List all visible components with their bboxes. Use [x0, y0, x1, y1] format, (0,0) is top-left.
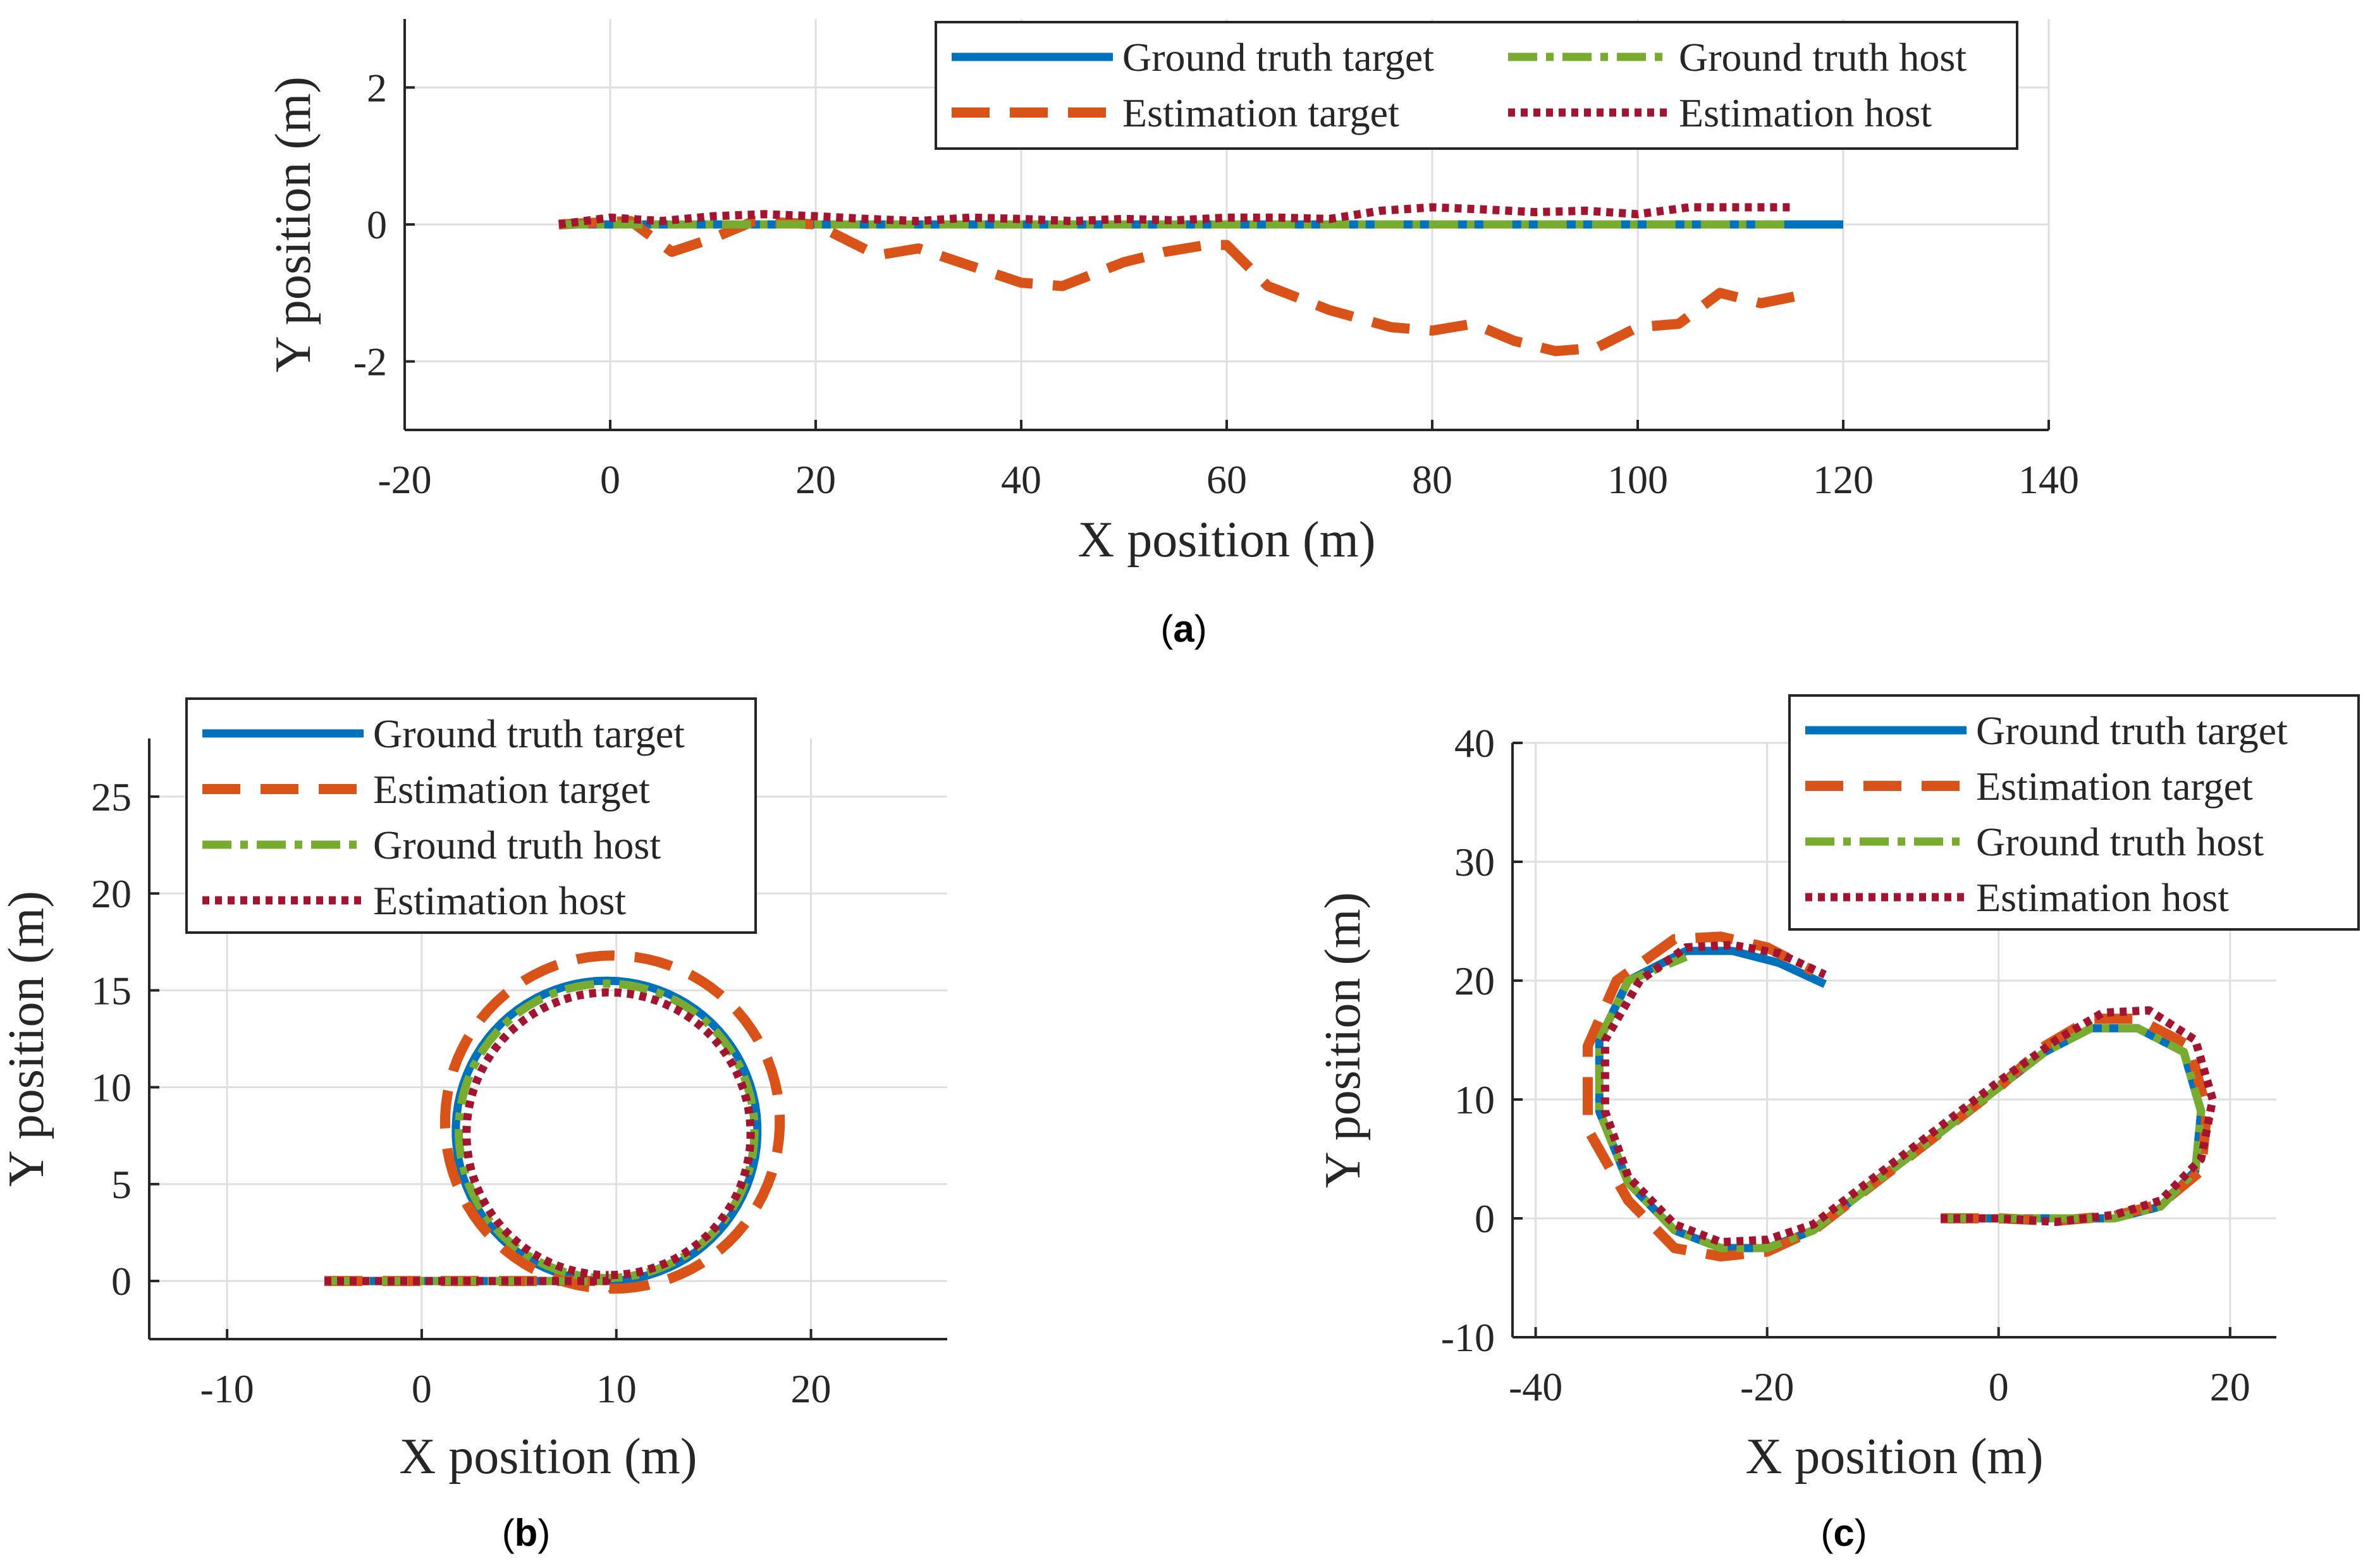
panel-a-legend-label-ground-truth-target: Ground truth target	[1122, 35, 1434, 80]
panel-a-y-tick-label: -2	[353, 340, 387, 384]
panel-a-x-tick-label: 80	[1412, 457, 1452, 502]
caption-b-letter: b	[515, 1512, 538, 1554]
panel-c-y-tick-label: 30	[1454, 840, 1495, 885]
panel-b-x-tick-label: 0	[412, 1366, 432, 1411]
panel-b-y-tick-label: 20	[91, 871, 132, 916]
panel-a-legend-box	[935, 21, 2018, 150]
panel-c-legend-box	[1788, 694, 2360, 931]
panel-c-y-tick-label: 0	[1475, 1196, 1495, 1241]
panel-a-x-tick-label: 0	[600, 457, 620, 502]
panel-b-legend-box	[185, 697, 757, 934]
caption-a-letter: a	[1173, 608, 1194, 650]
panel-b-series-estimation-host	[324, 988, 755, 1285]
caption-b-open: (	[502, 1512, 515, 1554]
panel-b-series-ground-truth-target	[324, 976, 762, 1285]
panel-a-x-tick-label: -20	[377, 457, 431, 502]
panel-a-series-estimation-target	[558, 216, 1813, 357]
panel-a-y-tick-label: 2	[367, 65, 387, 110]
panel-b-y-tick-label: 10	[91, 1065, 132, 1110]
panel-a-series-estimation-host	[558, 203, 1792, 229]
panel-a-x-tick-label: 40	[1001, 457, 1041, 502]
panel-c-x-tick-label: 20	[2210, 1364, 2250, 1409]
panel-c-legend-label-estimation-target: Estimation target	[1976, 764, 2253, 809]
panel-a-x-axis-label: X position (m)	[1077, 512, 1375, 568]
panel-c-data-layer	[1583, 931, 2217, 1262]
panel-b-y-tick-label: 25	[91, 775, 132, 819]
panel-c-y-axis-label: Y position (m)	[1315, 892, 1371, 1188]
panel-a-x-tick-label: 100	[1607, 457, 1668, 502]
panel-b-legend-label-estimation-target: Estimation target	[373, 767, 650, 812]
panel-c-legend-label-ground-truth-host: Ground truth host	[1976, 819, 2264, 864]
panel-b-y-tick-label: 15	[91, 968, 132, 1013]
panel-c-x-tick-label: -20	[1740, 1364, 1794, 1409]
panel-b-y-axis-label: Y position (m)	[0, 891, 54, 1187]
panel-a-y-tick-label: 0	[367, 202, 387, 247]
panel-c-y-tick-label: -10	[1441, 1315, 1495, 1360]
panel-a-data-layer	[558, 203, 1843, 357]
panel-b-legend: Ground truth target Estimation target Grou…	[185, 697, 757, 934]
panel-b-x-tick-label: 10	[596, 1366, 637, 1411]
panel-b-y-tick-label: 5	[111, 1162, 132, 1207]
panel-b-legend-label-ground-truth-target: Ground truth target	[373, 711, 685, 756]
panel-a-x-tick-label: 120	[1813, 457, 1874, 502]
caption-a-close: )	[1194, 608, 1207, 650]
panel-b-x-axis-label: X position (m)	[399, 1429, 697, 1485]
panel-b-data-layer	[324, 950, 785, 1294]
panel-c-chart: -40 -20 0 20 -10 0 10 20 30 40 X position (m) Y pos…	[1315, 694, 2360, 1485]
panel-c-y-tick-label: 10	[1454, 1077, 1495, 1122]
caption-c: (c)	[1820, 1512, 1867, 1554]
panel-a-x-tick-label: 140	[2018, 457, 2079, 502]
panel-c-series-ground-truth-host	[1595, 953, 2206, 1253]
panel-a-legend-label-ground-truth-host: Ground truth host	[1679, 35, 1967, 80]
panel-a-legend: Ground truth target Estimation target Grou…	[935, 21, 2018, 150]
panel-a-y-axis-label: Y position (m)	[266, 77, 321, 372]
panel-c-y-tick-label: 20	[1454, 959, 1495, 1003]
panel-c-series-estimation-target	[1583, 931, 2212, 1262]
panel-a-x-tick-label: 60	[1206, 457, 1247, 502]
caption-b: (b)	[502, 1512, 551, 1554]
panel-b-x-tick-label: -10	[200, 1366, 254, 1411]
caption-a: (a)	[1160, 608, 1206, 650]
panel-b-chart: -10 0 10 20 0 5 10 15 20 25 X position (m) Y positi…	[0, 697, 947, 1485]
caption-c-close: )	[1855, 1512, 1867, 1554]
panel-b-x-tick-label: 20	[791, 1366, 832, 1411]
panel-b-legend-label-ground-truth-host: Ground truth host	[373, 823, 661, 867]
caption-c-letter: c	[1833, 1512, 1854, 1554]
panel-c-x-tick-label: 0	[1989, 1364, 2009, 1409]
panel-c-x-axis-label: X position (m)	[1745, 1429, 2043, 1485]
panel-c-legend: Ground truth target Estimation target Grou…	[1788, 694, 2360, 931]
caption-b-close: )	[537, 1512, 550, 1554]
panel-b-y-tick-label: 0	[111, 1259, 132, 1304]
panel-a-legend-label-estimation-target: Estimation target	[1122, 90, 1399, 135]
panel-c-legend-label-estimation-host: Estimation host	[1976, 875, 2229, 920]
panel-b-legend-label-estimation-host: Estimation host	[373, 878, 626, 923]
panel-a-legend-label-estimation-host: Estimation host	[1679, 90, 1932, 135]
panel-c-y-tick-label: 40	[1454, 721, 1495, 766]
panel-c-legend-label-ground-truth-target: Ground truth target	[1976, 708, 2288, 753]
panel-c-x-tick-label: -40	[1509, 1364, 1562, 1409]
panel-b-series-ground-truth-host	[324, 979, 759, 1285]
caption-a-open: (	[1160, 608, 1173, 650]
panel-c-series-estimation-host	[1600, 941, 2217, 1247]
panel-a-x-tick-label: 20	[795, 457, 836, 502]
caption-c-open: (	[1820, 1512, 1833, 1554]
